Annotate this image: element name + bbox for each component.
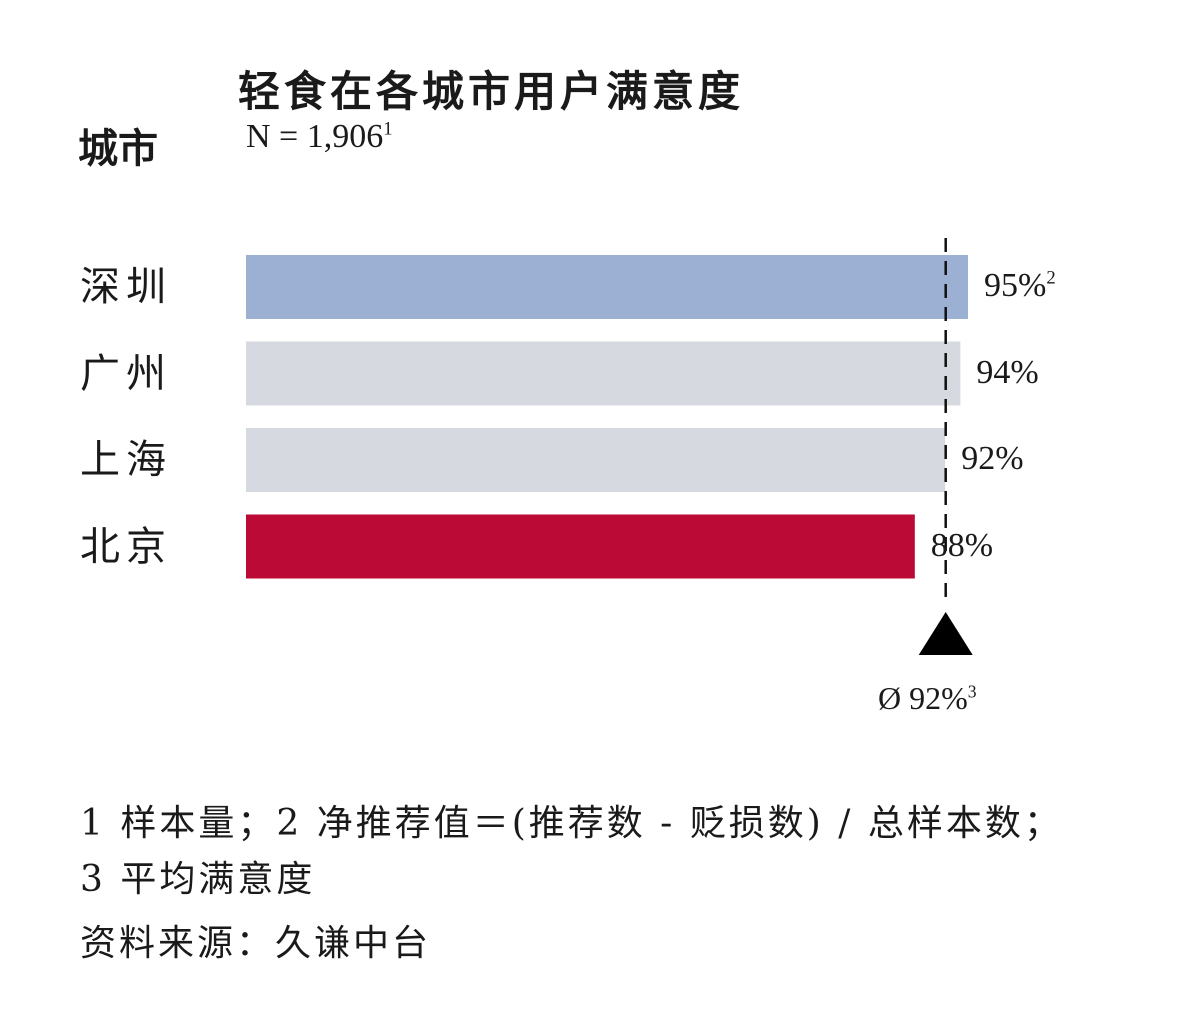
- source-note: 资料来源：久谦中台: [80, 923, 432, 964]
- category-label-3: 上海: [80, 437, 172, 483]
- bar-1: [246, 255, 968, 319]
- sample-size-text: N = 1,906: [246, 118, 384, 155]
- value-label-3: 92%: [961, 442, 1023, 476]
- value-label-text-2: 94%: [976, 353, 1039, 391]
- sample-size: N = 1,9061: [246, 118, 393, 156]
- average-marker: [918, 612, 973, 655]
- category-axis-label: 城市: [78, 125, 158, 172]
- value-note-1: 2: [1046, 267, 1056, 289]
- value-label-4: 88%: [930, 526, 994, 564]
- chart-title: 轻食在各城市用户满意度: [238, 67, 745, 116]
- average-note: 3: [967, 681, 977, 702]
- value-label-1: 95%2: [984, 269, 1056, 303]
- value-label-2: 94%: [976, 353, 1039, 391]
- bar-4: [246, 514, 915, 579]
- category-label-1: 深圳: [80, 264, 172, 310]
- value-label-text-4: 88%: [930, 526, 994, 564]
- value-label-text-1: 95%: [984, 267, 1047, 304]
- sample-size-note: 1: [383, 118, 393, 140]
- footnote-line-1: 1 样本量；2 净推荐值＝(推荐数 - 贬损数) / 总样本数；: [80, 803, 1063, 844]
- footnote-line-2: 3 平均满意度: [80, 859, 316, 900]
- bar-3: [246, 428, 946, 492]
- average-label-text: Ø 92%: [878, 680, 968, 716]
- category-label-2: 广州: [80, 350, 172, 397]
- value-label-text-3: 92%: [961, 440, 1024, 477]
- category-label-4: 北京: [80, 523, 172, 570]
- average-label: Ø 92%3: [878, 680, 977, 717]
- bar-2: [246, 341, 961, 406]
